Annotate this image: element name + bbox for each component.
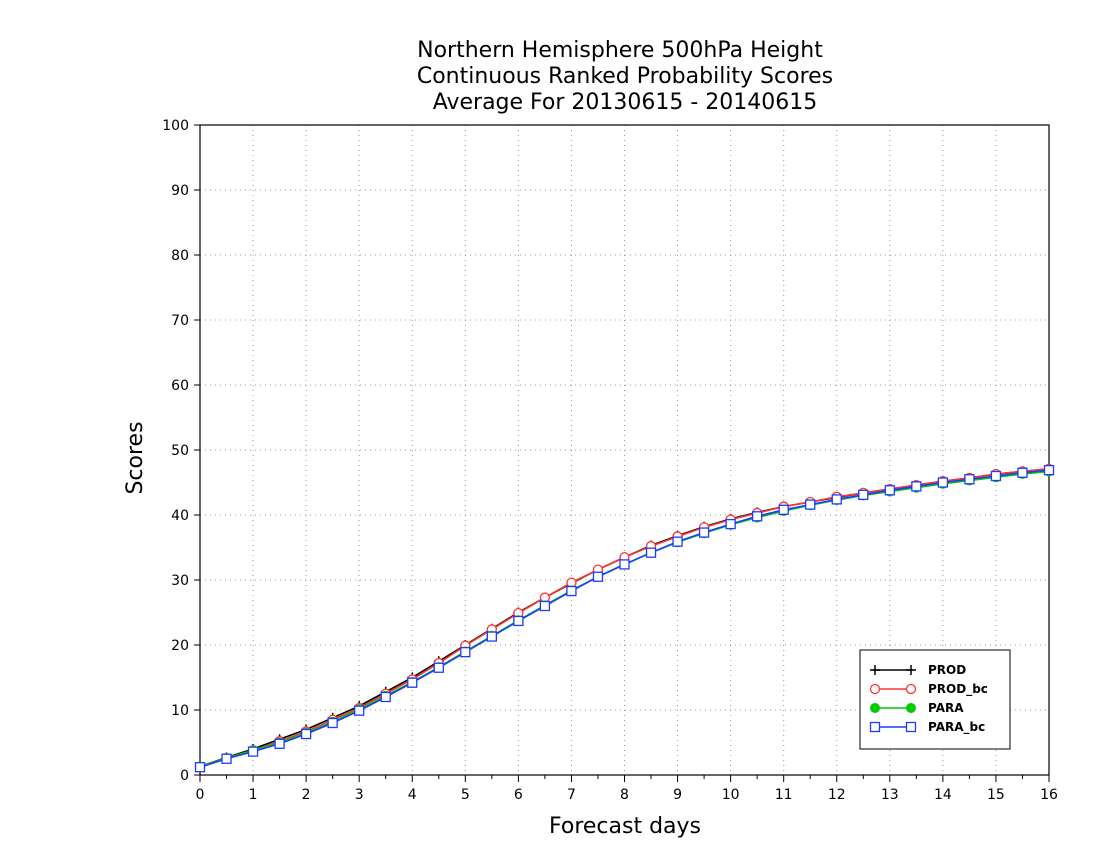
data-point-para-bc [194,762,206,773]
x-tick-label: 5 [461,787,470,803]
data-point-para-bc [539,600,551,612]
data-point-para-bc [1017,467,1028,478]
legend-marker [870,703,880,713]
legend-marker [906,665,916,675]
data-point-para-bc [698,527,710,538]
x-tick-label: 12 [828,787,846,803]
y-tick-label: 20 [171,638,189,654]
y-tick-label: 100 [162,118,189,134]
x-tick-label: 10 [722,787,740,803]
legend-marker [906,703,916,713]
x-axis-ticks: 0 1 2 3 4 5 6 7 8 9 10 11 12 13 14 15 16 [196,775,1058,803]
legend-item-prod-bc: PROD_bc [869,682,988,697]
data-point-para-bc [1043,464,1055,476]
legend-item-prod: PROD [870,663,966,677]
x-tick-label: 4 [408,787,417,803]
data-point-para-bc [937,477,949,488]
x-tick-label: 3 [355,787,364,803]
x-tick-label: 16 [1040,787,1058,803]
title-line-2: Continuous Ranked Probability Scores [417,64,833,89]
title-line-3: Average For 20130615 - 20140615 [433,90,818,115]
data-point-para-bc [486,631,497,642]
y-tick-label: 50 [171,443,189,459]
data-point-para-bc [805,499,816,510]
y-tick-label: 30 [171,573,189,589]
legend-marker [870,665,880,675]
data-point-para-bc [247,746,259,757]
data-point-para-bc [778,504,789,515]
data-point-para-bc [831,494,842,505]
data-point-para-bc [274,738,285,749]
legend-item-para-bc: PARA_bc [869,720,985,735]
data-point-para-bc [672,536,683,547]
data-point-para-bc [300,728,312,740]
data-point-para-bc [327,717,338,729]
data-point-para-bc [407,677,418,688]
legend: PROD PROD_bc PARA PARA_bc [859,649,1011,750]
data-point-para-bc [592,571,604,582]
legend-marker [869,721,881,733]
legend-box [859,649,1011,750]
x-tick-label: 13 [881,787,899,803]
y-axis-ticks: 0 10 20 30 40 50 60 70 80 90 100 [162,118,200,784]
x-tick-label: 11 [775,787,793,803]
y-tick-label: 10 [171,703,189,719]
data-point-para-bc [752,511,763,522]
legend-marker [905,683,917,695]
y-tick-label: 0 [180,768,189,784]
y-tick-label: 60 [171,378,189,394]
chart-title: Northern Hemisphere 500hPa Height Contin… [417,38,833,115]
legend-label: PROD_bc [928,682,988,697]
legend-label: PARA_bc [928,720,985,735]
legend-marker [905,721,917,733]
y-axis-label: Scores [123,421,148,494]
data-point-para-bc [433,662,444,673]
data-point-para-bc [354,705,365,716]
x-tick-label: 14 [934,787,952,803]
x-tick-label: 9 [673,787,682,803]
series-lines [194,463,1055,773]
data-point-para-bc [460,647,471,658]
data-point-para-bc [619,559,630,570]
data-point-para-bc [990,470,1002,482]
data-point-para-bc [964,474,975,485]
x-tick-label: 1 [249,787,258,803]
data-point-para-bc [725,518,736,530]
y-tick-label: 70 [171,313,189,329]
legend-item-para: PARA [870,701,964,715]
data-point-para-bc [380,691,391,703]
legend-label: PROD [928,663,966,677]
x-tick-label: 0 [196,787,205,803]
legend-label: PARA [928,701,964,715]
legend-marker [869,683,881,695]
y-tick-label: 40 [171,508,189,524]
data-point-para-bc [513,615,524,627]
title-line-1: Northern Hemisphere 500hPa Height [417,38,823,63]
data-point-para-bc [884,485,895,496]
x-tick-label: 6 [514,787,523,803]
x-tick-label: 7 [567,787,576,803]
x-axis-label: Forecast days [549,814,701,839]
data-point-para-bc [858,489,869,501]
data-point-para-bc [645,547,657,558]
data-point-para-bc [911,481,922,492]
x-tick-label: 2 [302,787,311,803]
grid [200,125,1049,775]
series-para-bc [194,464,1055,773]
data-point-para-bc [566,585,577,597]
y-tick-label: 80 [171,248,189,264]
y-tick-label: 90 [171,183,189,199]
x-tick-label: 8 [620,787,629,803]
data-point-para-bc [221,753,232,764]
x-tick-label: 15 [987,787,1005,803]
